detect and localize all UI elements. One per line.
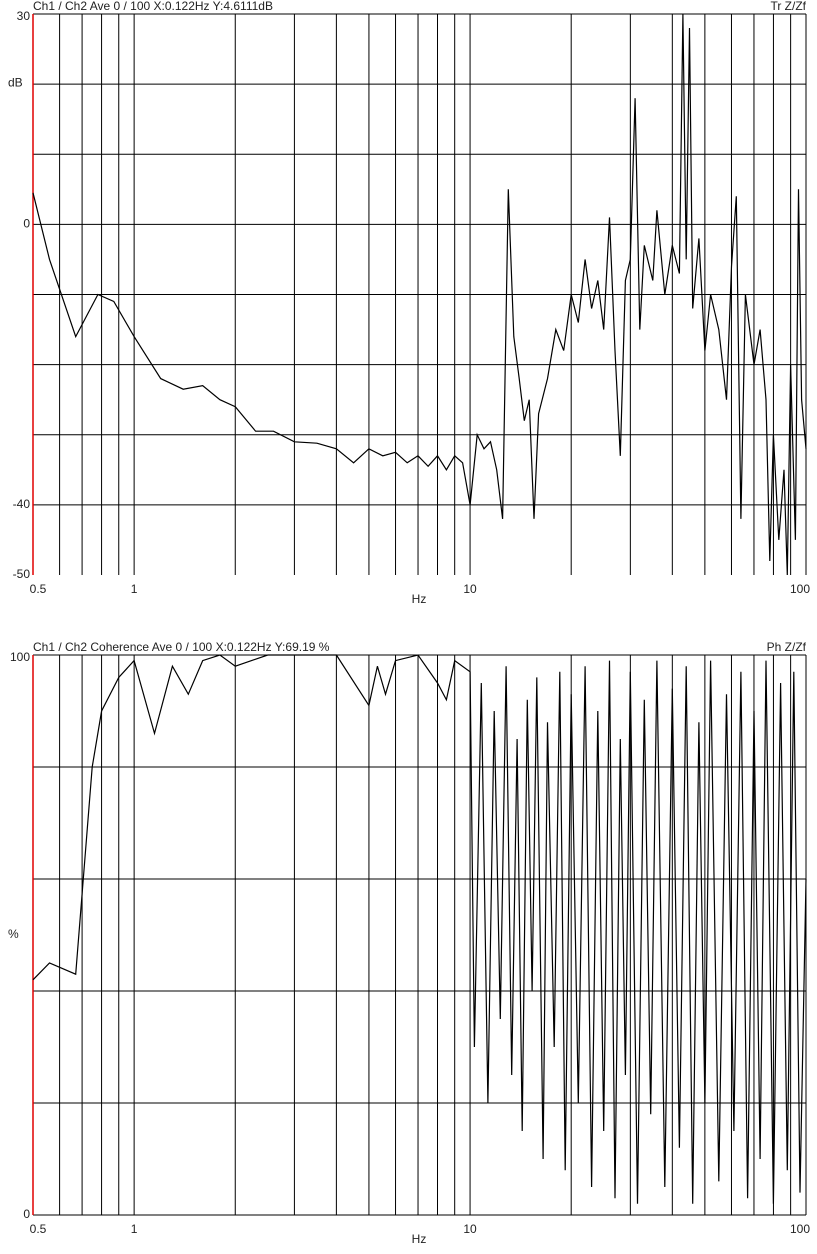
chart-title: Ch1 / Ch2 Ave 0 / 100 X:0.122Hz Y:4.6111… [33, 0, 273, 13]
y-tick-label: -40 [13, 497, 31, 511]
y-axis-label: % [8, 927, 19, 941]
mode-label: Tr Z/Zf [770, 0, 806, 13]
y-tick-label: 30 [17, 9, 31, 23]
mode-label: Ph Z/Zf [767, 640, 807, 654]
data-line [32, 654, 807, 1204]
x-tick-label: 100 [790, 1222, 810, 1236]
x-tick-label: 10 [463, 582, 477, 596]
x-tick-label: 100 [790, 582, 810, 596]
y-tick-label: 0 [23, 1207, 30, 1221]
x-tick-label: 0.5 [30, 582, 47, 596]
x-axis-label: Hz [412, 592, 427, 606]
x-axis-label: Hz [412, 1232, 427, 1246]
y-tick-label: 100 [10, 650, 30, 664]
x-tick-label: 1 [131, 582, 138, 596]
chart-title: Ch1 / Ch2 Coherence Ave 0 / 100 X:0.122H… [33, 640, 330, 654]
y-tick-label: 0 [23, 217, 30, 231]
x-tick-label: 10 [463, 1222, 477, 1236]
x-tick-label: 1 [131, 1222, 138, 1236]
x-tick-label: 0.5 [30, 1222, 47, 1236]
y-axis-label: dB [8, 76, 23, 90]
data-line [32, 13, 807, 576]
y-tick-label: -50 [13, 567, 31, 581]
